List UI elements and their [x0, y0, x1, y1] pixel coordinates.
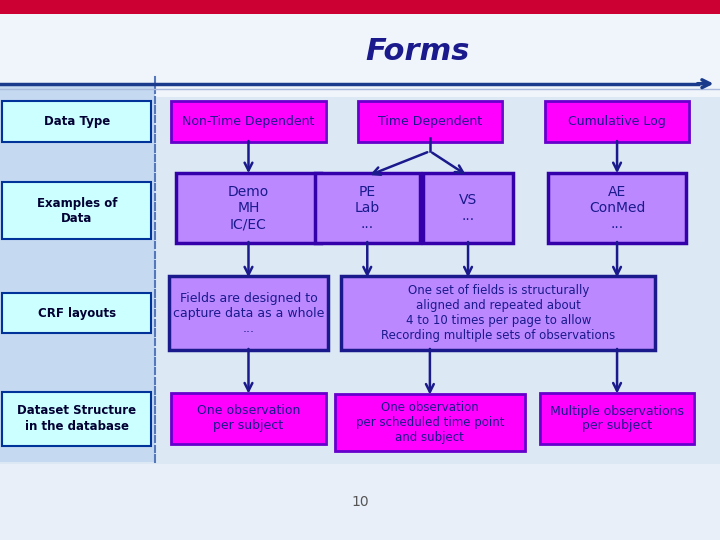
FancyBboxPatch shape [423, 173, 513, 243]
Text: One observation
per subject: One observation per subject [197, 404, 300, 433]
FancyBboxPatch shape [358, 101, 503, 142]
FancyBboxPatch shape [0, 86, 155, 462]
FancyBboxPatch shape [176, 173, 321, 243]
Text: PE
Lab
...: PE Lab ... [355, 185, 380, 231]
Text: Dataset Structure
in the database: Dataset Structure in the database [17, 404, 136, 433]
Text: Examples of
Data: Examples of Data [37, 197, 117, 225]
FancyBboxPatch shape [2, 392, 151, 446]
FancyBboxPatch shape [2, 102, 151, 141]
FancyBboxPatch shape [171, 393, 326, 444]
Text: Forms: Forms [366, 37, 470, 66]
Text: AE
ConMed
...: AE ConMed ... [589, 185, 645, 231]
FancyBboxPatch shape [0, 0, 720, 14]
Text: Cumulative Log: Cumulative Log [568, 115, 666, 128]
FancyBboxPatch shape [2, 293, 151, 333]
Text: One set of fields is structurally
aligned and repeated about
4 to 10 times per p: One set of fields is structurally aligne… [381, 284, 616, 342]
FancyBboxPatch shape [0, 0, 720, 464]
Text: Multiple observations
per subject: Multiple observations per subject [550, 404, 684, 433]
FancyBboxPatch shape [549, 173, 686, 243]
Text: Time Dependent: Time Dependent [378, 115, 482, 128]
FancyBboxPatch shape [0, 0, 720, 97]
FancyBboxPatch shape [545, 101, 690, 142]
Text: Data Type: Data Type [44, 115, 110, 128]
FancyBboxPatch shape [2, 183, 151, 239]
FancyBboxPatch shape [171, 101, 326, 142]
Text: 10: 10 [351, 495, 369, 509]
FancyBboxPatch shape [540, 393, 694, 444]
Text: Demo
MH
IC/EC: Demo MH IC/EC [228, 185, 269, 231]
FancyBboxPatch shape [315, 173, 420, 243]
FancyBboxPatch shape [169, 276, 328, 350]
Text: VS
...: VS ... [459, 193, 477, 223]
Text: Non-Time Dependent: Non-Time Dependent [182, 115, 315, 128]
Text: One observation
per scheduled time point
and subject: One observation per scheduled time point… [356, 401, 504, 444]
FancyBboxPatch shape [341, 276, 655, 350]
Text: CRF layouts: CRF layouts [37, 307, 116, 320]
Text: Fields are designed to
capture data as a whole
...: Fields are designed to capture data as a… [173, 292, 324, 335]
FancyBboxPatch shape [335, 394, 525, 451]
